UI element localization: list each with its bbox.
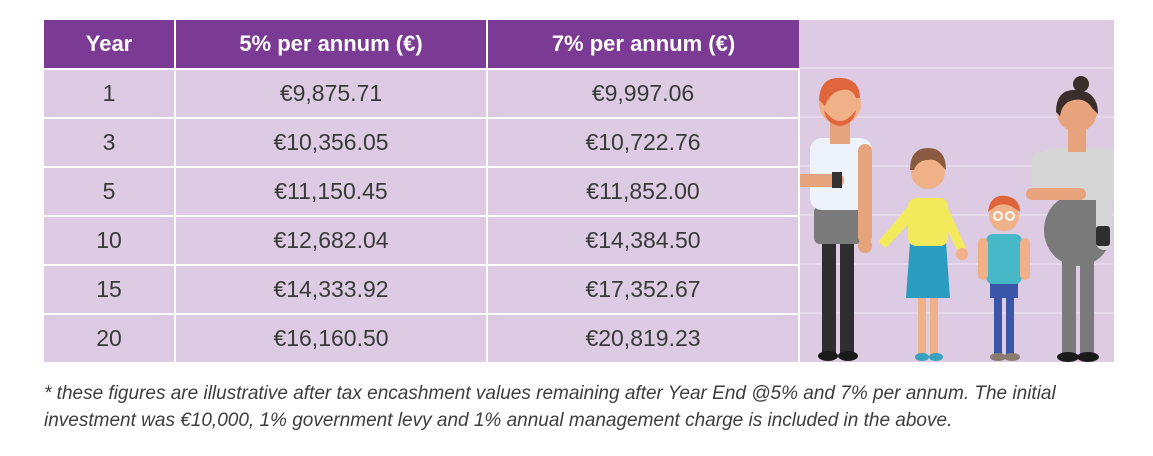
table-row: 5 €11,150.45 €11,852.00 — [44, 166, 800, 216]
family-illustration-icon — [800, 67, 1114, 362]
footnote-line-1: * these figures are illustrative after t… — [44, 383, 1056, 404]
value-5-percent-cell: €14,333.92 — [175, 264, 488, 314]
value-7-percent-cell: €10,722.76 — [487, 117, 800, 167]
table-header-row: Year 5% per annum (€) 7% per annum (€) — [44, 20, 799, 69]
year-cell: 15 — [44, 264, 176, 314]
header-5-percent: 5% per annum (€) — [175, 20, 488, 69]
header-year: Year — [44, 20, 176, 69]
table-row: 3 €10,356.05 €10,722.76 — [44, 117, 800, 167]
value-5-percent-cell: €9,875.71 — [175, 68, 488, 118]
value-5-percent-cell: €12,682.04 — [175, 215, 488, 265]
table-row: 10 €12,682.04 €14,384.50 — [44, 215, 800, 265]
table-row: 1 €9,875.71 €9,997.06 — [44, 68, 800, 118]
table-row: 20 €16,160.50 €20,819.23 — [44, 313, 800, 362]
header-7-percent: 7% per annum (€) — [487, 20, 799, 69]
year-cell: 20 — [44, 313, 176, 362]
year-cell: 3 — [44, 117, 176, 167]
girl-figure — [878, 148, 968, 361]
value-5-percent-cell: €16,160.50 — [175, 313, 488, 362]
value-7-percent-cell: €17,352.67 — [487, 264, 800, 314]
value-7-percent-cell: €9,997.06 — [487, 68, 800, 118]
footnote-line-2: investment was €10,000, 1% government le… — [44, 410, 953, 431]
mother-figure — [1026, 76, 1114, 362]
value-5-percent-cell: €11,150.45 — [175, 166, 488, 216]
value-7-percent-cell: €20,819.23 — [487, 313, 800, 362]
year-cell: 1 — [44, 68, 176, 118]
table-row: 15 €14,333.92 €17,352.67 — [44, 264, 800, 314]
value-7-percent-cell: €11,852.00 — [487, 166, 800, 216]
father-figure — [800, 77, 872, 361]
year-cell: 10 — [44, 215, 176, 265]
year-cell: 5 — [44, 166, 176, 216]
footnote: * these figures are illustrative after t… — [44, 380, 1134, 434]
boy-figure — [978, 195, 1030, 361]
value-5-percent-cell: €10,356.05 — [175, 117, 488, 167]
value-7-percent-cell: €14,384.50 — [487, 215, 800, 265]
investment-growth-table: Year 5% per annum (€) 7% per annum (€) 1… — [44, 20, 800, 362]
